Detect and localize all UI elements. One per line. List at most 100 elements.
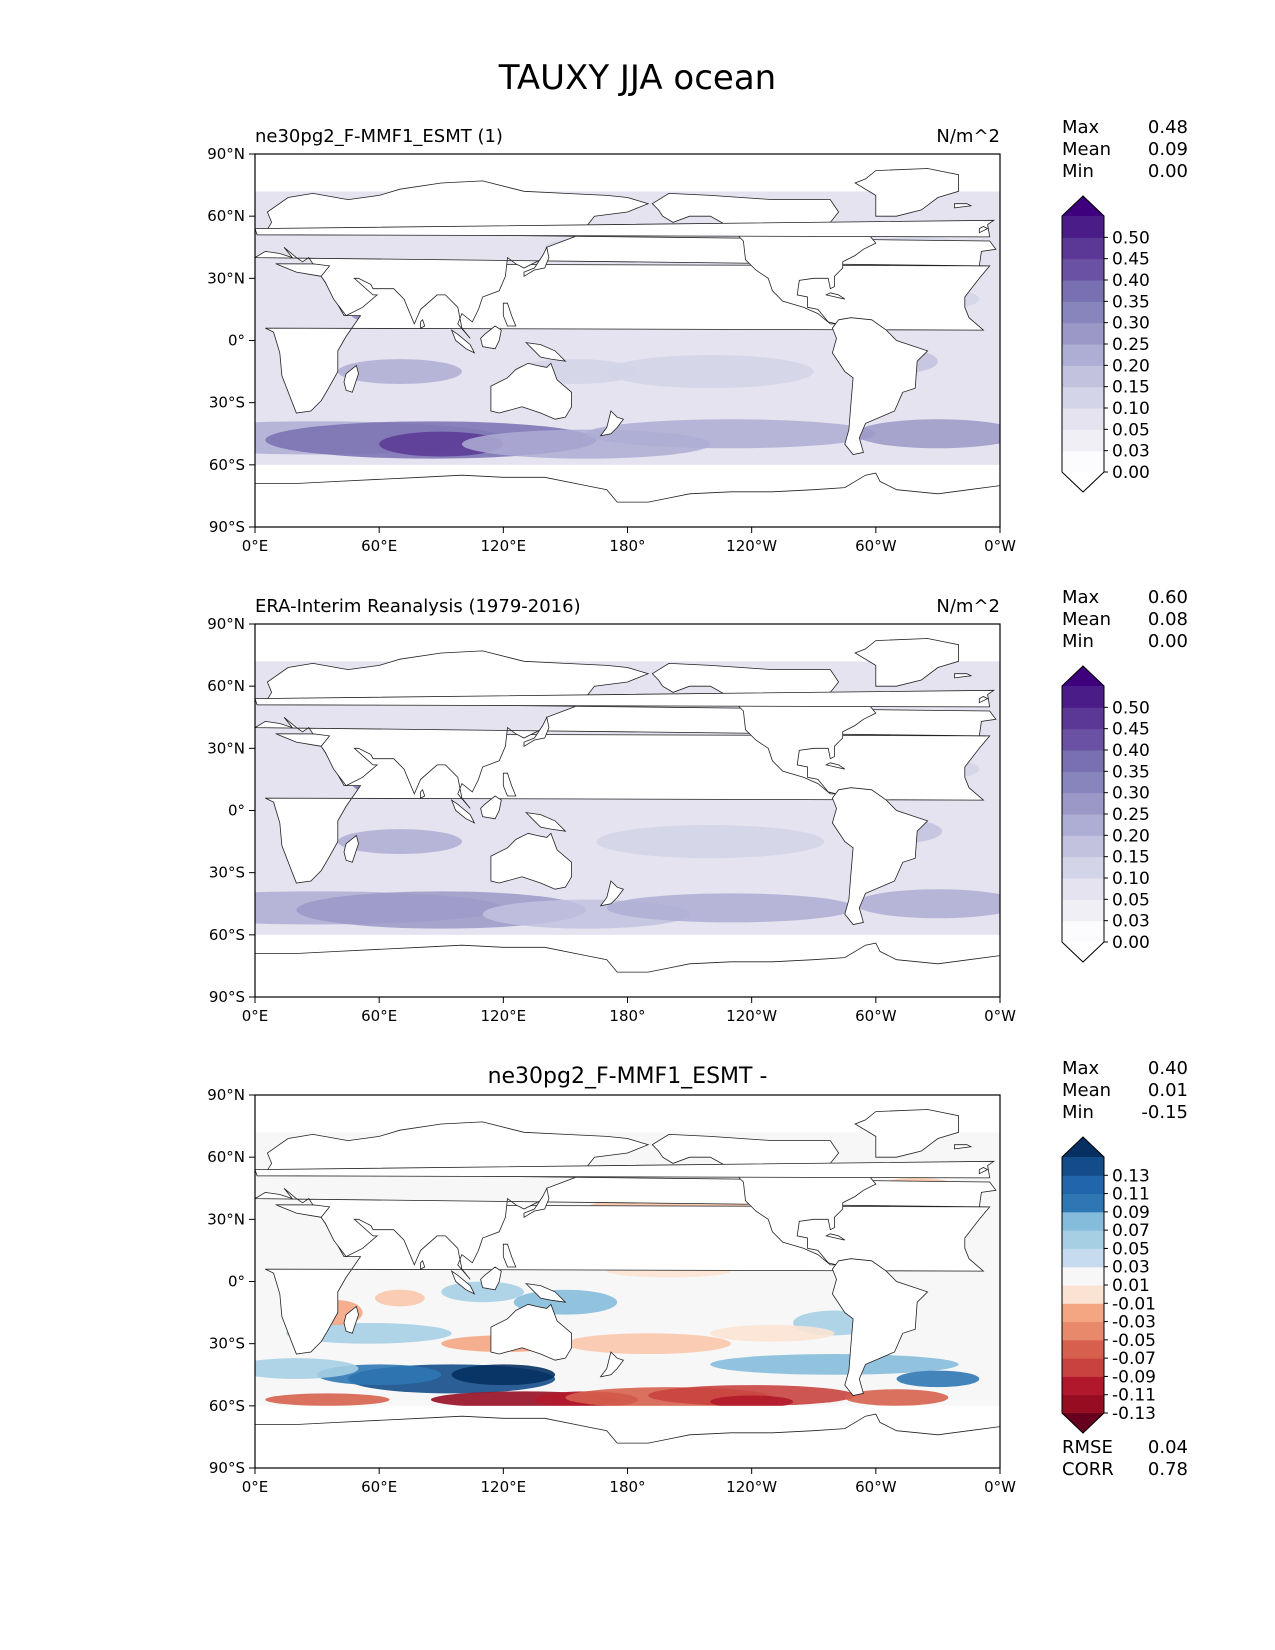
colorbar-tick-label: 0.05 (1112, 1239, 1150, 1259)
colorbar-tick-label: 0.30 (1112, 784, 1150, 804)
colorbar-tick-label: 0.50 (1112, 698, 1150, 718)
field-layer (255, 1095, 1000, 1468)
stat-value: 0.48 (1148, 117, 1188, 138)
field-contour (855, 889, 1000, 919)
colorbar-bin (1062, 322, 1104, 345)
lat-tick-label: 30°N (207, 1210, 245, 1228)
field-contour (379, 431, 504, 457)
coastline-uk (255, 1160, 996, 1179)
coastline-australia (490, 832, 572, 890)
colorbar-bin (1062, 1358, 1104, 1377)
colorbar-tick-label: 0.35 (1112, 762, 1150, 782)
field-anomaly (710, 1325, 835, 1342)
coastline-australia (490, 1303, 572, 1361)
colorbar: 0.130.110.090.070.050.030.01-0.01-0.03-0… (1061, 1136, 1156, 1434)
lat-tick-label: 90°S (209, 518, 245, 536)
field-anomaly (710, 1395, 794, 1408)
field-contour (586, 419, 876, 449)
colorbar-bin (1062, 686, 1104, 708)
colorbar-tick-label: 0.00 (1112, 463, 1150, 483)
colorbar-tick-label: 0.11 (1112, 1185, 1150, 1205)
coastline-eurasia (255, 650, 997, 809)
lon-tick-label: 120°W (726, 537, 777, 555)
colorbar-bin (1062, 1394, 1104, 1414)
lat-tick-label: 90°S (209, 988, 245, 1006)
coastline-eurasia (255, 180, 997, 339)
colorbar-bin (1062, 1303, 1104, 1323)
colorbar-extend-min (1062, 1413, 1104, 1433)
lat-tick-label: 90°N (207, 145, 245, 163)
coastline-iceland (954, 1144, 973, 1150)
colorbar-bin (1062, 707, 1104, 730)
lon-tick-label: 60°W (855, 1478, 897, 1496)
field-contour (855, 419, 1000, 449)
coastline-japan (523, 246, 550, 278)
colorbar-tick-label: 0.15 (1112, 378, 1150, 398)
coastline-madagascar (343, 364, 359, 393)
colorbar: 0.500.450.400.350.300.250.200.150.100.05… (1061, 665, 1150, 963)
coastline-australia (490, 362, 572, 420)
lon-tick-label: 180° (609, 537, 645, 555)
field-anomaly (265, 1393, 390, 1406)
coastline-japan (523, 716, 550, 748)
lat-tick-label: 60°S (209, 926, 245, 944)
figure-title: TAUXY JJA ocean (498, 58, 777, 98)
colorbar-bin (1062, 1248, 1104, 1268)
field-layer (255, 624, 1000, 997)
lon-tick-label: 180° (609, 1007, 645, 1025)
colorbar-bin (1062, 835, 1104, 858)
colorbar-tick-label: 0.10 (1112, 869, 1150, 889)
coastline-antarctica (255, 472, 1000, 527)
colorbar-tick-label: 0.05 (1112, 420, 1150, 440)
colorbar-bin (1062, 771, 1104, 794)
coastline-new-guinea (524, 342, 567, 362)
coastline-africa (265, 1204, 991, 1355)
field-anomaly (375, 1289, 425, 1307)
stat-value: 0.60 (1148, 587, 1188, 608)
colorbar-bin (1062, 1230, 1104, 1249)
colorbar-bin (1062, 814, 1104, 836)
colorbar-tick-label: 0.25 (1112, 805, 1150, 825)
colorbar-tick-label: 0.01 (1112, 1276, 1150, 1296)
coastline-sri-lanka (420, 1260, 426, 1270)
coastline-sri-lanka (420, 789, 426, 799)
coastline-africa (265, 733, 991, 884)
lat-tick-label: 60°N (207, 207, 245, 225)
field-contour (596, 825, 825, 859)
colorbar-tick-label: 0.20 (1112, 826, 1150, 846)
colorbar-bin (1062, 792, 1104, 815)
stat-value: -0.15 (1141, 1102, 1188, 1123)
stat-label: CORR (1062, 1459, 1114, 1480)
colorbar-bin (1062, 1285, 1104, 1304)
colorbar-tick-label: -0.09 (1112, 1367, 1156, 1387)
field-layer (255, 154, 1000, 527)
colorbar-extend-max (1062, 196, 1104, 216)
panel-title-center: ne30pg2_F-MMF1_ESMT - (488, 1064, 768, 1089)
colorbar-bin (1062, 429, 1104, 452)
panel-units: N/m^2 (936, 126, 1000, 147)
lon-tick-label: 0°E (242, 1007, 269, 1025)
stat-value: 0.00 (1148, 161, 1188, 182)
colorbar: 0.500.450.400.350.300.250.200.150.100.05… (1061, 195, 1150, 493)
field-contour (606, 355, 814, 389)
colorbar-tick-label: 0.50 (1112, 228, 1150, 248)
colorbar-tick-label: 0.15 (1112, 848, 1150, 868)
coastline-greenland (854, 638, 959, 687)
lat-tick-label: 0° (228, 1273, 245, 1291)
coastline-new-guinea (524, 812, 567, 832)
coastline-south-america (831, 787, 929, 925)
stat-label: Min (1062, 631, 1094, 652)
lat-tick-label: 90°S (209, 1459, 245, 1477)
colorbar-tick-label: 0.40 (1112, 741, 1150, 761)
colorbar-tick-label: -0.05 (1112, 1331, 1156, 1351)
colorbar-bin (1062, 365, 1104, 388)
coastline-cuba (825, 292, 846, 300)
colorbar-tick-label: 0.03 (1112, 442, 1150, 462)
colorbar-bin (1062, 258, 1104, 281)
lon-tick-label: 120°W (726, 1007, 777, 1025)
colorbar-bin (1062, 920, 1104, 943)
field-contour (337, 829, 462, 855)
lat-tick-label: 30°N (207, 269, 245, 287)
coastline-borneo (480, 325, 502, 350)
colorbar-bin (1062, 344, 1104, 366)
